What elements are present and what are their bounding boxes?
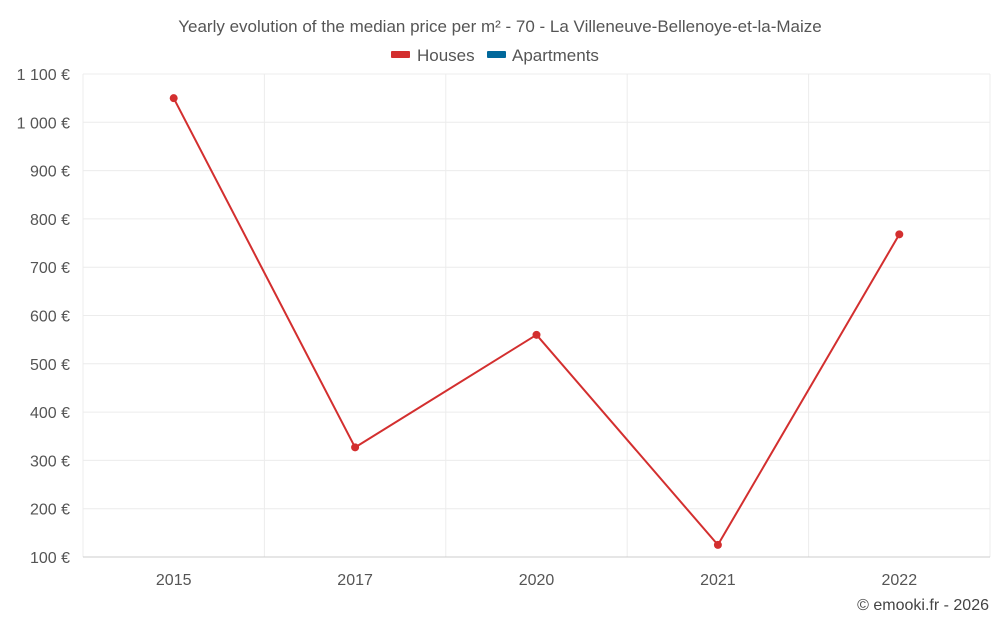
legend-swatch-houses[interactable] — [391, 51, 410, 58]
x-tick-label: 2020 — [519, 572, 555, 589]
x-axis: 2015 2017 2020 2021 2022 — [83, 556, 990, 589]
y-tick-label: 300 € — [30, 453, 70, 470]
series — [169, 94, 904, 549]
credit: © emooki.fr - 2026 — [857, 597, 989, 614]
grid — [82, 73, 991, 557]
y-tick-label: 700 € — [30, 260, 70, 277]
y-tick-label: 900 € — [30, 164, 70, 181]
legend-swatch-apartments[interactable] — [487, 51, 506, 58]
legend-label-apartments[interactable]: Apartments — [512, 46, 599, 65]
y-tick-label: 800 € — [30, 212, 70, 229]
x-tick-label: 2021 — [700, 572, 736, 589]
data-point-houses[interactable] — [169, 94, 178, 103]
y-tick-label: 1 100 € — [17, 67, 70, 84]
y-tick-label: 400 € — [30, 405, 70, 422]
legend-label-houses[interactable]: Houses — [417, 46, 475, 65]
series-line-houses[interactable] — [172, 97, 901, 546]
x-tick-label: 2022 — [882, 572, 918, 589]
y-tick-label: 100 € — [30, 550, 70, 567]
x-tick-label: 2017 — [337, 572, 373, 589]
data-point-houses[interactable] — [351, 443, 360, 452]
data-point-houses[interactable] — [713, 540, 722, 549]
x-tick-label: 2015 — [156, 572, 192, 589]
y-tick-label: 500 € — [30, 357, 70, 374]
y-tick-label: 1 000 € — [17, 115, 70, 132]
data-point-houses[interactable] — [895, 230, 904, 239]
y-axis: 100 € 200 € 300 € 400 € 500 € 600 € 700 € 800 €… — [17, 67, 70, 567]
chart-title: Yearly evolution of the median price per… — [178, 17, 822, 36]
data-point-houses[interactable] — [532, 330, 541, 339]
legend: Houses Apartments — [391, 46, 599, 65]
y-tick-label: 200 € — [30, 502, 70, 519]
y-tick-label: 600 € — [30, 309, 70, 326]
